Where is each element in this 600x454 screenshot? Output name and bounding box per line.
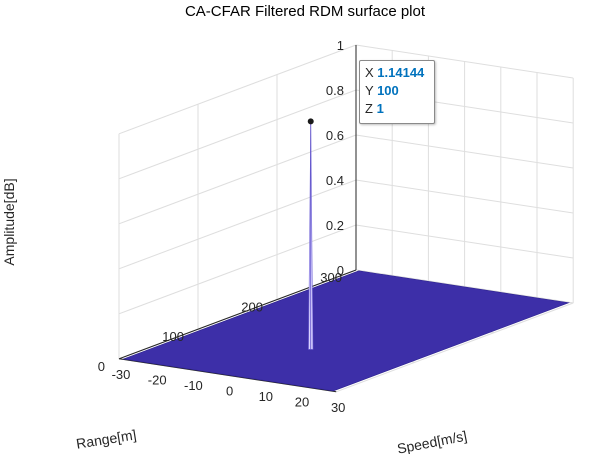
datatip-x-row: X 1.14144 bbox=[365, 64, 424, 82]
surface-plane bbox=[122, 270, 570, 392]
side-wall-grid-line bbox=[118, 224, 357, 315]
back-wall-grid-line bbox=[355, 224, 574, 259]
surface-plot[interactable] bbox=[122, 118, 570, 392]
datatip-z-value: 1 bbox=[376, 101, 384, 116]
back-wall-grid-line bbox=[355, 44, 574, 79]
x-tick-label: 10 bbox=[259, 389, 273, 404]
datatip-marker bbox=[307, 118, 314, 125]
z-tick-label: 0.6 bbox=[326, 128, 344, 143]
y-tick-label: 200 bbox=[241, 300, 263, 315]
side-wall-grid-line bbox=[118, 134, 357, 225]
y-axis-label: Range[m] bbox=[75, 426, 137, 451]
z-tick-label: 0.2 bbox=[326, 218, 344, 233]
datatip-x-value: 1.14144 bbox=[377, 65, 425, 80]
x-axis-label: Speed[m/s] bbox=[396, 427, 469, 454]
x-tick-label: -10 bbox=[184, 378, 203, 393]
side-wall-grid-line bbox=[118, 89, 357, 180]
data-tip[interactable]: X 1.14144 Y 100 Z 1 bbox=[359, 60, 435, 124]
x-tick-label: 0 bbox=[226, 383, 233, 398]
x-axis-line bbox=[118, 358, 337, 393]
datatip-y-label: Y bbox=[365, 83, 374, 98]
back-wall-grid-line bbox=[355, 134, 574, 169]
datatip-z-label: Z bbox=[365, 101, 373, 116]
x-tick-label: 20 bbox=[295, 394, 309, 409]
x-tick-label: -30 bbox=[112, 367, 131, 382]
z-tick-label: 0 bbox=[337, 263, 344, 278]
side-wall-grid-line bbox=[118, 44, 357, 135]
datatip-z-row: Z 1 bbox=[365, 100, 384, 118]
x-tick-label: -20 bbox=[148, 372, 167, 387]
z-tick-label: 1 bbox=[337, 38, 344, 53]
y-tick-label: 100 bbox=[162, 329, 184, 344]
side-wall-grid-line bbox=[118, 179, 357, 270]
x-tick-label: 30 bbox=[331, 400, 345, 415]
z-tick-label: 0.4 bbox=[326, 173, 344, 188]
chart-title: CA-CFAR Filtered RDM surface plot bbox=[185, 3, 426, 20]
datatip-y-value: 100 bbox=[377, 83, 399, 98]
z-tick-label: 0.8 bbox=[326, 83, 344, 98]
datatip-x-label: X bbox=[365, 65, 374, 80]
y-axis-line bbox=[118, 269, 357, 360]
back-wall-grid-line bbox=[355, 179, 574, 214]
datatip-y-row: Y 100 bbox=[365, 82, 399, 100]
back-wall-grid-line bbox=[355, 269, 574, 304]
y-tick-label: 300 bbox=[320, 270, 342, 285]
y-tick-label: 0 bbox=[98, 359, 105, 374]
floor-grid-line bbox=[336, 302, 574, 393]
z-axis-label: Amplitude[dB] bbox=[1, 178, 17, 265]
axes-box bbox=[118, 45, 357, 393]
